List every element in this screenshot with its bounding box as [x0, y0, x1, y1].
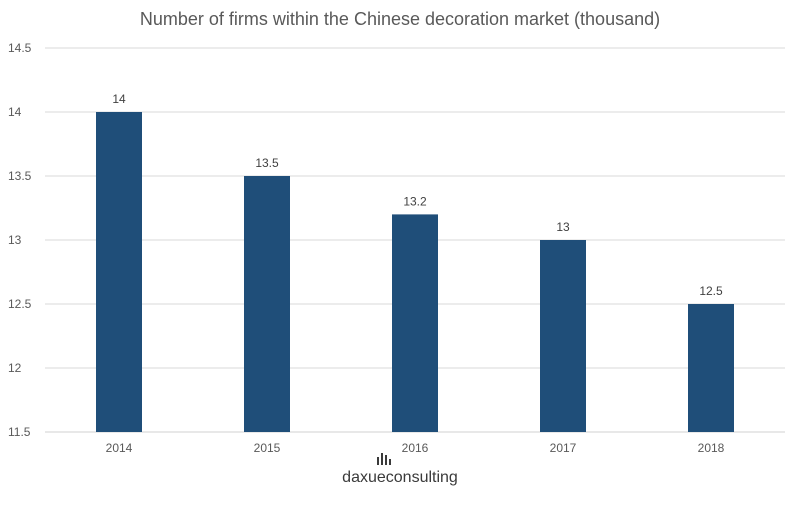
x-axis-tick-labels: 2014 2015 2016 2017 2018: [106, 441, 725, 455]
x-tick-label-2018: 2018: [698, 441, 725, 455]
y-tick-label: 14: [8, 105, 22, 119]
x-tick-label-2017: 2017: [550, 441, 577, 455]
y-tick-label: 12: [8, 361, 22, 375]
data-label-2017: 13: [556, 220, 570, 234]
x-tick-label-2016: 2016: [402, 441, 429, 455]
bar-2017: [540, 240, 586, 432]
data-label-2018: 12.5: [699, 284, 723, 298]
bars: [96, 112, 734, 432]
y-tick-label: 13: [8, 233, 22, 247]
bar-2016: [392, 214, 438, 432]
data-labels: 14 13.5 13.2 13 12.5: [112, 92, 723, 298]
y-tick-label: 12.5: [8, 297, 32, 311]
bar-chart-logo-icon: [377, 453, 391, 465]
gridlines: [45, 47, 785, 433]
x-tick-label-2014: 2014: [106, 441, 133, 455]
bar-2015: [244, 176, 290, 432]
y-tick-label: 14.5: [8, 41, 32, 55]
y-tick-label: 11.5: [8, 425, 31, 439]
bar-2018: [688, 304, 734, 432]
data-label-2015: 13.5: [255, 156, 279, 170]
x-tick-label-2015: 2015: [254, 441, 281, 455]
bar-2014: [96, 112, 142, 432]
y-tick-label: 13.5: [8, 169, 32, 183]
y-axis-tick-labels: 11.5 12 12.5 13 13.5 14 14.5: [8, 41, 32, 439]
data-label-2016: 13.2: [403, 194, 427, 208]
data-label-2014: 14: [112, 92, 126, 106]
logo-wordmark: daxueconsulting: [342, 469, 458, 486]
chart-title: Number of firms within the Chinese decor…: [140, 9, 660, 29]
daxue-consulting-logo: daxueconsulting: [342, 453, 458, 486]
